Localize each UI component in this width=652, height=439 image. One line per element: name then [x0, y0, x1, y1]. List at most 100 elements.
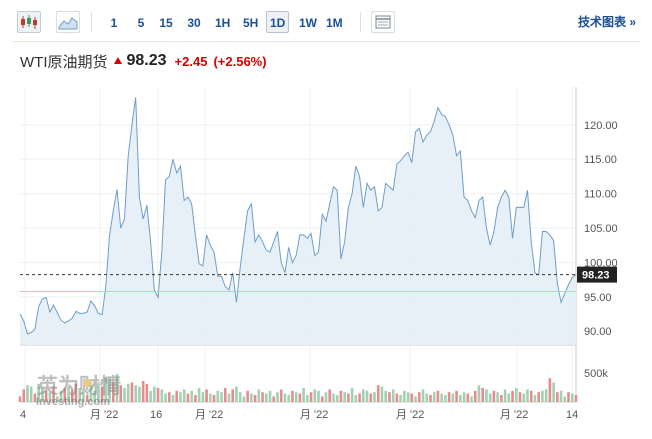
volume-bar [276, 392, 279, 402]
interval-1[interactable]: 1 [110, 16, 118, 30]
volume-bar [100, 386, 104, 402]
volume-bar [533, 395, 537, 402]
y-tick-label: 115.00 [584, 154, 617, 166]
volume-bar [403, 390, 406, 402]
interval-1m[interactable]: 1M [326, 16, 343, 30]
volume-bar [496, 392, 499, 402]
toolbar-divider [91, 12, 92, 32]
volume-bar [332, 393, 335, 402]
volume-bar [164, 393, 167, 402]
volume-bar [395, 393, 399, 402]
volume-bar [41, 388, 44, 402]
volume-bar [384, 390, 387, 402]
volume-bar [429, 395, 432, 402]
volume-bar [179, 392, 182, 402]
y-tick-label: 95.00 [584, 292, 612, 304]
volume-bar [354, 395, 358, 402]
volume-bar [253, 395, 257, 402]
volume-bar [466, 393, 470, 402]
interval-1d[interactable]: 1D [266, 11, 290, 33]
volume-bar [302, 388, 305, 402]
volume-bar [108, 378, 111, 402]
interval-30[interactable]: 30 [187, 16, 201, 30]
interval-1h[interactable]: 1H [215, 16, 231, 30]
volume-bar [104, 376, 108, 402]
volume-bar [138, 386, 141, 402]
volume-bar [470, 396, 473, 402]
volume-bar [48, 392, 52, 402]
price-area-fill [20, 97, 576, 345]
volume-bar [134, 385, 137, 402]
volume-bar [201, 392, 205, 402]
volume-bar [294, 392, 298, 402]
volume-bar [313, 389, 317, 402]
y-axis: 90.00 95.00 100.00 105.00 110.00 115.00 120.00… [577, 120, 618, 380]
volume-bar [33, 393, 37, 402]
volume-bar [511, 390, 514, 402]
volume-bar [376, 385, 380, 402]
volume-bar [541, 390, 544, 402]
volume-bar [175, 390, 179, 402]
volume-bar [227, 393, 231, 402]
interval-5h[interactable]: 5H [243, 16, 259, 30]
last-price-tag [577, 266, 617, 283]
volume-bar [570, 393, 574, 402]
x-tick-label: 14 [566, 409, 578, 421]
table-icon-glyph [375, 15, 391, 29]
volume-bar [507, 393, 511, 402]
volume-bar [440, 393, 443, 402]
volume-bar [74, 383, 78, 402]
volume-bar [432, 392, 436, 402]
volume-bar [436, 390, 440, 402]
volume-bar [417, 392, 421, 402]
volume-bar [268, 390, 272, 402]
candlestick-icon[interactable] [17, 11, 41, 33]
volume-bar [306, 395, 309, 402]
volume-bar [481, 388, 485, 402]
volume-bar [67, 386, 70, 402]
volume-bar [261, 392, 264, 402]
volume-bar [235, 386, 238, 402]
volume-bar [529, 390, 533, 402]
volume-bar [205, 389, 208, 402]
volume-bar [556, 392, 559, 402]
volume-bar [514, 388, 518, 402]
volume-bar [63, 388, 67, 402]
volume-bar [488, 393, 492, 402]
volume-bar [410, 393, 414, 402]
volume-bar [328, 389, 332, 402]
x-tick-label: 4 [20, 409, 26, 421]
x-tick-label: 月 '22 [195, 409, 223, 421]
volume-bar [216, 390, 220, 402]
quote-header: WTI原油期货 98.23 +2.45 (+2.56%) [20, 50, 267, 72]
volume-bar [37, 383, 40, 402]
volume-bar [186, 393, 190, 402]
volume-bar [399, 395, 402, 402]
technical-chart-link[interactable]: 技术图表 » [577, 15, 636, 29]
area-chart-icon-glyph [58, 17, 78, 30]
toolbar-divider [360, 12, 361, 32]
volume-bar [111, 382, 115, 402]
interval-5[interactable]: 5 [137, 16, 145, 30]
last-price: 98.23 [126, 52, 167, 69]
volume-bar [26, 385, 29, 402]
y-tick-label: 105.00 [584, 223, 618, 235]
volume-bar [414, 396, 417, 402]
volume-bar [574, 395, 578, 402]
interval-15[interactable]: 15 [159, 16, 173, 30]
volume-bar [526, 389, 529, 402]
chart-toolbar: 1 5 15 30 1H 5H 1D 1W 1M 技术图表 » [0, 0, 652, 44]
interval-1w[interactable]: 1W [299, 16, 317, 30]
volume-bar [544, 389, 548, 402]
volume-bar [444, 395, 447, 402]
volume-bar [231, 389, 234, 402]
volume-bar [257, 389, 261, 402]
volume-bar [242, 396, 246, 402]
table-icon[interactable] [371, 11, 395, 33]
area-chart-icon[interactable] [56, 11, 80, 33]
volume-bar [425, 393, 429, 402]
volume-bar [451, 393, 455, 402]
volume-bar [473, 390, 477, 402]
volume-bar [492, 390, 496, 402]
volume-bar [197, 388, 201, 402]
